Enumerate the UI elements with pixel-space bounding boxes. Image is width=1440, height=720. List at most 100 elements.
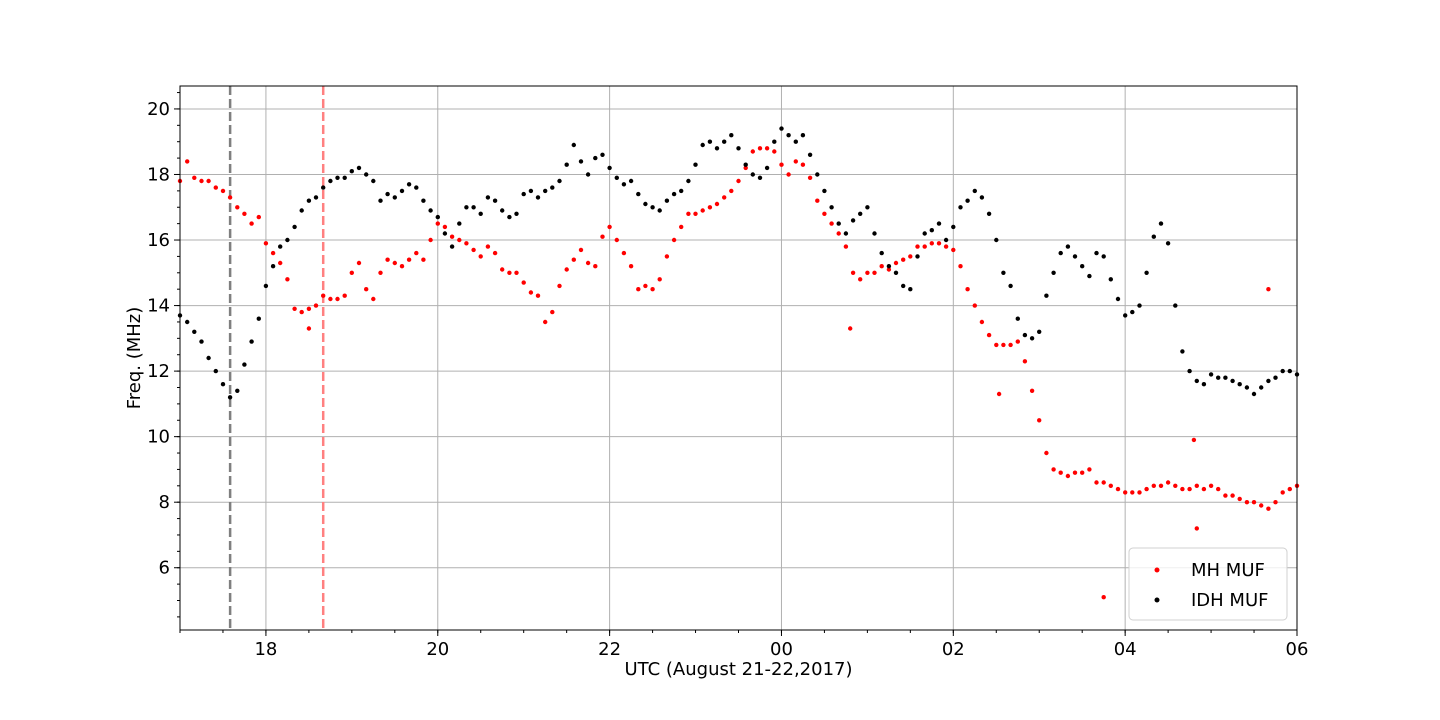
data-point (1237, 496, 1242, 502)
data-point (263, 283, 269, 289)
data-point (1094, 250, 1099, 256)
data-point (371, 296, 376, 302)
data-point (994, 342, 999, 348)
data-point (757, 146, 763, 151)
data-point (1108, 483, 1114, 488)
data-point (356, 260, 362, 266)
data-point (342, 293, 347, 298)
data-point (1123, 490, 1128, 495)
data-point (278, 260, 283, 266)
data-point (628, 264, 634, 269)
data-point (263, 241, 269, 246)
data-point (306, 198, 312, 203)
data-point (1266, 506, 1271, 511)
data-point (364, 172, 369, 177)
data-point (471, 205, 476, 210)
data-point (1287, 486, 1293, 492)
legend-marker (1154, 597, 1160, 603)
data-point (199, 339, 204, 344)
data-point (901, 283, 906, 289)
data-point (270, 250, 276, 256)
data-point (378, 198, 383, 203)
data-point (1058, 470, 1063, 475)
data-point (213, 185, 218, 190)
data-point (607, 165, 612, 171)
data-point (564, 267, 569, 272)
data-point (986, 332, 992, 338)
data-point (1194, 378, 1200, 384)
data-point (313, 303, 319, 308)
data-point (1165, 480, 1171, 485)
data-point (414, 250, 419, 256)
data-point (764, 146, 770, 151)
data-point (600, 152, 605, 157)
data-point (242, 211, 247, 216)
plot-frame (179, 85, 1298, 631)
data-point (306, 326, 312, 331)
data-point (829, 205, 834, 210)
data-point (1208, 483, 1214, 488)
data-point (679, 188, 684, 194)
data-point (349, 270, 354, 275)
data-point (1080, 470, 1085, 475)
data-point (621, 182, 627, 187)
data-point (457, 237, 462, 243)
data-point (185, 319, 190, 325)
data-point (1015, 339, 1020, 344)
y-tick-label: 10 (147, 427, 170, 448)
data-point (872, 270, 877, 275)
data-point (1187, 486, 1192, 492)
data-point (1001, 270, 1006, 275)
data-point (1115, 296, 1121, 302)
data-point (521, 280, 526, 285)
legend-label: IDH MUF (1191, 590, 1268, 611)
data-point (285, 237, 290, 243)
data-point (807, 152, 813, 157)
data-point (822, 211, 827, 216)
data-point (442, 224, 448, 230)
data-point (1244, 500, 1250, 505)
data-point (1008, 342, 1013, 348)
data-point (313, 195, 319, 200)
y-tick-label: 12 (147, 361, 170, 382)
data-point (958, 264, 963, 269)
data-point (1015, 316, 1020, 321)
data-point (807, 175, 813, 180)
data-point (1051, 270, 1056, 275)
x-tick-label: 22 (598, 639, 621, 660)
legend-marker (1154, 567, 1160, 573)
data-point (1008, 283, 1013, 289)
data-point (1187, 368, 1192, 374)
data-point (1158, 221, 1164, 226)
data-point (213, 368, 218, 374)
data-point (750, 172, 755, 177)
data-point (220, 188, 226, 194)
data-point (1065, 244, 1071, 249)
data-point (321, 293, 326, 298)
data-point (500, 267, 505, 272)
data-point (256, 316, 261, 321)
data-point (421, 198, 426, 203)
data-point (1130, 490, 1135, 495)
data-point (815, 198, 820, 203)
data-point (994, 237, 999, 243)
data-point (1029, 388, 1035, 393)
data-point (270, 264, 276, 269)
data-point (722, 139, 727, 144)
data-point (693, 211, 698, 216)
data-point (1044, 293, 1049, 298)
data-point (1216, 486, 1221, 492)
data-point (1191, 437, 1197, 443)
axis-ticks: 18 20 22 00 02 04 06 6 8 10 12 14 16 18 20 (147, 92, 1308, 660)
data-point (1101, 254, 1106, 259)
data-point (342, 175, 347, 180)
data-point (700, 142, 705, 148)
data-point (915, 254, 920, 259)
data-point (729, 133, 734, 138)
data-point (571, 257, 576, 262)
data-point (772, 139, 777, 144)
data-point (593, 155, 598, 161)
data-point (1251, 391, 1257, 397)
y-tick-label: 8 (159, 492, 170, 513)
data-point (249, 339, 254, 344)
